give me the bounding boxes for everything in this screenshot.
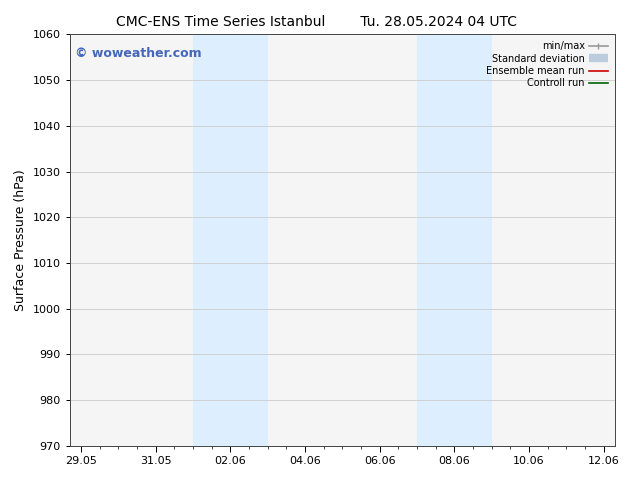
Text: CMC-ENS Time Series Istanbul        Tu. 28.05.2024 04 UTC: CMC-ENS Time Series Istanbul Tu. 28.05.2…	[117, 15, 517, 29]
Bar	[417, 34, 492, 446]
Bar	[193, 34, 268, 446]
Text: © woweather.com: © woweather.com	[75, 47, 202, 60]
Legend: min/max, Standard deviation, Ensemble mean run, Controll run: min/max, Standard deviation, Ensemble me…	[482, 37, 612, 92]
Y-axis label: Surface Pressure (hPa): Surface Pressure (hPa)	[14, 169, 27, 311]
